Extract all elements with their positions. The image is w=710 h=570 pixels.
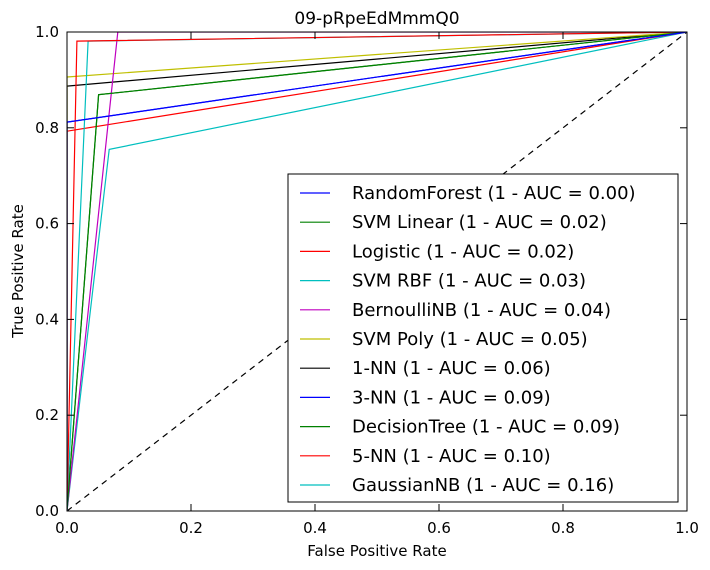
legend-label-10: GaussianNB (1 - AUC = 0.16) (352, 475, 614, 496)
series-line-1 (67, 32, 687, 511)
x-tick-label: 0.2 (179, 519, 203, 537)
x-axis-label: False Positive Rate (307, 542, 446, 560)
y-tick-label: 0.0 (35, 502, 59, 520)
legend-label-7: 3-NN (1 - AUC = 0.09) (352, 387, 551, 408)
series-line-5 (67, 32, 687, 511)
legend-label-3: SVM RBF (1 - AUC = 0.03) (352, 271, 586, 292)
series-line-4 (67, 32, 687, 511)
legend-label-5: SVM Poly (1 - AUC = 0.05) (352, 329, 588, 350)
chart-title: 09-pRpeEdMmmQ0 (294, 9, 459, 29)
y-tick-label: 0.2 (35, 406, 59, 424)
y-axis-label: True Positive Rate (9, 204, 27, 339)
axis-ticks: 0.0 0.2 0.4 0.6 0.8 1.0 0.0 0.2 0.4 0.6 0.8 1.0 (35, 23, 699, 537)
legend-label-6: 1-NN (1 - AUC = 0.06) (352, 358, 551, 379)
y-tick-label: 1.0 (35, 23, 59, 41)
x-tick-label: 0.0 (55, 519, 79, 537)
legend-label-8: DecisionTree (1 - AUC = 0.09) (352, 417, 620, 438)
series-line-6 (67, 32, 687, 511)
series-line-10 (67, 32, 687, 511)
y-tick-label: 0.6 (35, 215, 59, 233)
legend-label-9: 5-NN (1 - AUC = 0.10) (352, 446, 551, 467)
legend-label-2: Logistic (1 - AUC = 0.02) (352, 241, 574, 262)
diagonal-reference-line (67, 32, 687, 511)
plot-lines (67, 32, 687, 511)
x-tick-label: 1.0 (675, 519, 699, 537)
series-line-0 (67, 32, 687, 511)
y-tick-label: 0.4 (35, 310, 59, 328)
series-line-9 (67, 32, 687, 511)
x-tick-label: 0.8 (551, 519, 575, 537)
y-tick-label: 0.8 (35, 119, 59, 137)
legend-label-4: BernoulliNB (1 - AUC = 0.04) (352, 300, 611, 321)
x-tick-label: 0.6 (427, 519, 451, 537)
legend-label-0: RandomForest (1 - AUC = 0.00) (352, 183, 636, 204)
x-tick-label: 0.4 (303, 519, 327, 537)
legend-box (287, 173, 679, 503)
legend-label-1: SVM Linear (1 - AUC = 0.02) (352, 212, 607, 233)
series-line-2 (67, 32, 687, 511)
plot-frame (66, 31, 688, 512)
legend: RandomForest (1 - AUC = 0.00) SVM Linear … (287, 173, 679, 503)
